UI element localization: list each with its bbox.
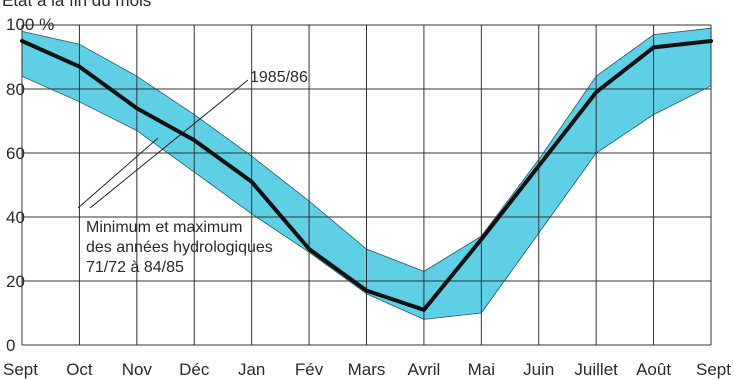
grid: [21, 24, 712, 346]
y-tick-label: 80: [6, 80, 25, 99]
x-tick-label: Avril: [408, 360, 441, 379]
x-tick-label: Nov: [122, 360, 153, 379]
x-tick-label: Sept: [3, 360, 38, 379]
y-tick-label: 20: [6, 272, 25, 291]
chart-subtitle: État à la fin du mois: [2, 0, 151, 10]
band-label-line-2: des années hydrologiques: [86, 239, 273, 256]
x-tick-label: Déc: [179, 360, 210, 379]
x-tick-label: Juin: [523, 360, 554, 379]
x-tick-label: Août: [636, 360, 671, 379]
series-1985-86: [20, 39, 713, 312]
series-label: 1985/86: [250, 69, 308, 86]
x-tick-label: Sept: [696, 360, 731, 379]
series-line: [20, 39, 713, 312]
x-tick-label: Fév: [295, 360, 324, 379]
band-label-line-1: Minimum et maximum: [86, 219, 242, 236]
x-tick-label: Oct: [66, 360, 93, 379]
band-label-leader: [77, 137, 159, 209]
series-label-leader: [89, 79, 249, 209]
annotations: 1985/86 Minimum et maximum des années hy…: [77, 69, 308, 276]
y-axis-ticks: 0 20 40 60 80 100 %: [6, 15, 54, 355]
x-tick-label: Jan: [238, 360, 265, 379]
band-label-line-3: 71/72 à 84/85: [86, 259, 184, 276]
y-tick-label: 60: [6, 144, 25, 163]
y-tick-label: 100 %: [6, 15, 54, 34]
x-tick-label: Juillet: [574, 360, 618, 379]
x-tick-label: Mai: [468, 360, 495, 379]
y-tick-label: 40: [6, 208, 25, 227]
y-tick-label: 0: [6, 336, 15, 355]
x-axis-ticks: Sept Oct Nov Déc Jan Fév Mars Avril Mai Juin Juill…: [3, 360, 731, 379]
x-tick-label: Mars: [348, 360, 386, 379]
